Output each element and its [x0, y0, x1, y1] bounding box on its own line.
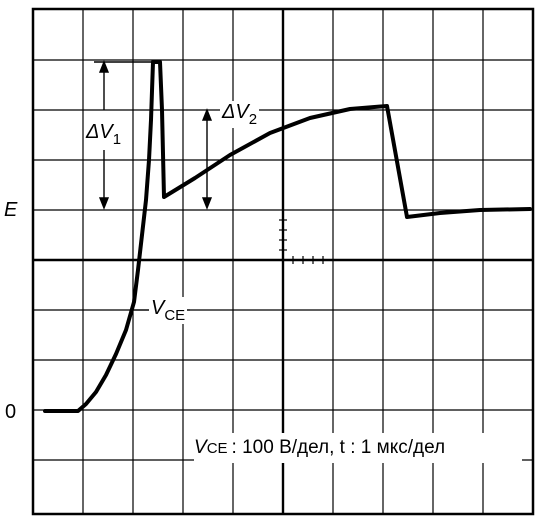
- delta-v2-subscript: 2: [248, 111, 258, 128]
- vce-label: VCE: [149, 297, 188, 324]
- delta-v2-label: ΔV2: [220, 101, 260, 128]
- e-level-text: E: [4, 199, 18, 221]
- vce-subscript: CE: [164, 307, 186, 324]
- scale-note-subscript: CE: [206, 439, 228, 457]
- delta-v1-subscript: 1: [112, 131, 122, 148]
- delta-v1-label: ΔV1: [85, 120, 123, 149]
- vce-symbol: V: [151, 297, 165, 319]
- delta-v2-symbol: ΔV: [222, 101, 249, 123]
- scale-note: V CE: 100 В/дел, t : 1 мкс/дел: [194, 433, 522, 463]
- scale-note-symbol: V: [194, 437, 207, 458]
- delta-v1-arrow: [94, 60, 152, 210]
- delta-v2-arrow: [201, 108, 213, 210]
- center-axis-ticks: [279, 219, 324, 264]
- e-level-label: E: [4, 200, 17, 220]
- zero-level-label: 0: [5, 402, 16, 422]
- zero-level-text: 0: [5, 401, 17, 423]
- vce-waveform-trace: [43, 60, 532, 413]
- scale-note-text: : 100 В/дел, t : 1 мкс/дел: [231, 437, 446, 458]
- delta-v1-symbol: ΔV: [86, 121, 113, 143]
- grid: [33, 9, 533, 514]
